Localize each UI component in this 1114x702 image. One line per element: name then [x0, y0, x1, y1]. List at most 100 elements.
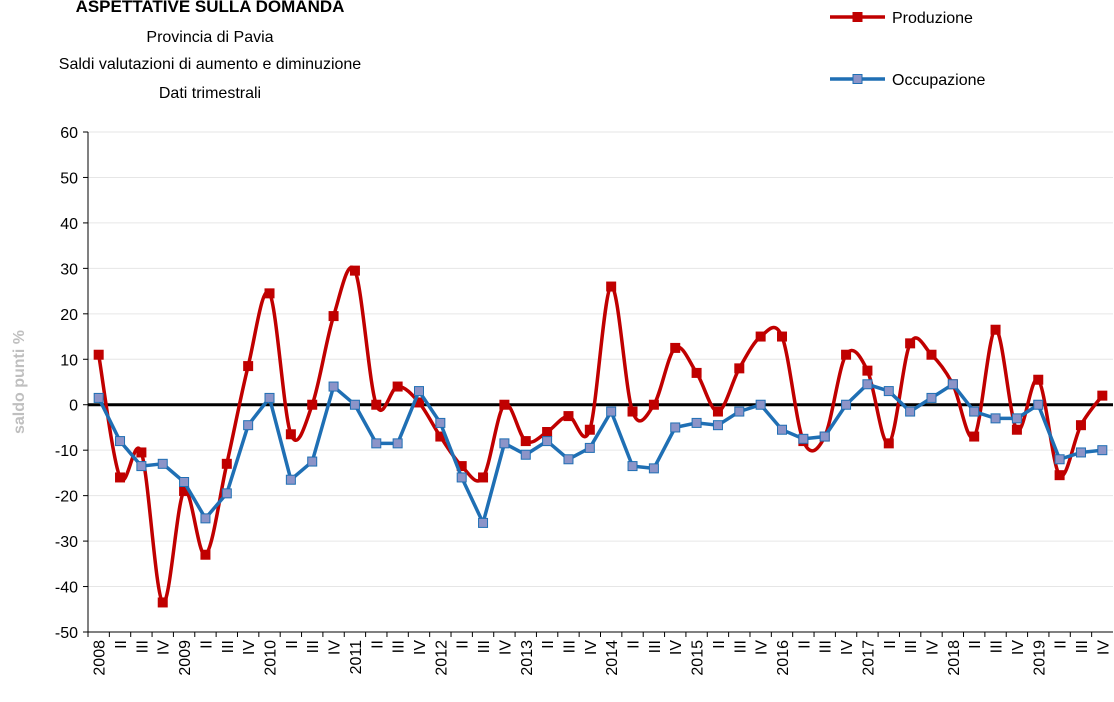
point	[627, 461, 638, 472]
point	[349, 399, 360, 410]
point	[670, 342, 681, 353]
subtitle: Saldi valutazioni di aumento e diminuzio…	[59, 56, 362, 73]
point	[520, 449, 531, 460]
point	[179, 477, 190, 487]
x-tick-label: 2018	[946, 640, 963, 676]
point	[905, 338, 916, 349]
point	[648, 399, 659, 410]
point	[328, 311, 339, 322]
point	[990, 324, 1001, 335]
x-tick-label: 2012	[433, 640, 450, 676]
y-tick-label: -40	[55, 580, 78, 597]
x-tick-label: 2009	[177, 640, 194, 676]
point	[371, 438, 382, 449]
point	[969, 406, 980, 417]
y-tick-label: 40	[60, 216, 78, 233]
point	[1054, 470, 1065, 481]
point	[563, 454, 574, 465]
point	[990, 413, 1001, 424]
y-tick-label: -50	[55, 625, 78, 642]
point	[969, 431, 980, 442]
point	[115, 436, 126, 447]
point	[1011, 413, 1022, 424]
y-tick-label: 60	[60, 125, 78, 142]
point	[926, 349, 937, 360]
x-tick-label: III	[732, 640, 749, 653]
point	[328, 381, 339, 392]
x-tick-label: III	[561, 640, 578, 653]
x-tick-label: II	[369, 640, 386, 649]
point	[1033, 374, 1044, 385]
point	[478, 472, 489, 483]
point	[243, 420, 254, 431]
series-line	[96, 265, 1104, 605]
point	[862, 379, 873, 390]
legend-label: Produzione	[892, 10, 973, 27]
x-tick-label: III	[305, 640, 322, 653]
x-tick-label: IV	[668, 640, 685, 655]
y-tick-label: -10	[55, 443, 78, 460]
point	[841, 349, 852, 360]
point	[307, 456, 318, 467]
point	[563, 411, 574, 422]
point	[93, 349, 104, 360]
point	[200, 513, 211, 524]
point	[392, 438, 403, 449]
point	[221, 458, 232, 469]
point	[862, 365, 873, 376]
x-tick-label: IV	[497, 640, 514, 655]
x-tick-label: IV	[754, 640, 771, 655]
x-tick-label: IV	[839, 640, 856, 655]
x-tick-label: IV	[1095, 640, 1112, 655]
point	[136, 447, 147, 458]
x-tick-label: IV	[241, 640, 258, 655]
x-tick-label: III	[647, 640, 664, 653]
x-tick-label: II	[796, 640, 813, 649]
x-tick-label: II	[1053, 640, 1070, 649]
point	[243, 361, 254, 372]
x-tick-label: II	[967, 640, 984, 649]
x-tick-label: II	[455, 640, 472, 649]
x-tick-label: 2015	[690, 640, 707, 676]
point	[777, 331, 788, 342]
point	[136, 461, 147, 472]
point	[200, 549, 211, 560]
point	[1033, 399, 1044, 410]
point	[392, 381, 403, 392]
point	[819, 431, 830, 442]
y-tick-label: 30	[60, 261, 78, 278]
x-tick-label: II	[626, 640, 643, 649]
y-axis-label: saldo punti %	[11, 330, 28, 434]
point	[841, 399, 852, 410]
x-tick-label: II	[198, 640, 215, 649]
point	[157, 458, 168, 469]
point	[264, 288, 275, 299]
point	[542, 427, 553, 437]
point	[499, 399, 510, 410]
x-tick-label: IV	[327, 640, 344, 655]
y-tick-label: 10	[60, 352, 78, 369]
point	[285, 429, 296, 440]
x-tick-label: 2011	[348, 640, 365, 675]
point	[499, 438, 510, 449]
x-tick-label: II	[113, 640, 130, 649]
x-tick-label: II	[882, 640, 899, 649]
point	[905, 406, 916, 417]
legend-marker	[852, 12, 863, 22]
point	[606, 406, 617, 417]
point	[606, 281, 617, 292]
point	[542, 436, 553, 447]
point	[115, 472, 126, 483]
point	[670, 422, 681, 433]
x-tick-label: IV	[583, 640, 600, 655]
y-tick-label: 0	[69, 398, 78, 415]
point	[734, 363, 745, 374]
x-tick-label: 2010	[263, 640, 280, 676]
point	[798, 433, 809, 444]
point	[285, 474, 296, 485]
x-tick-label: IV	[1010, 640, 1027, 655]
point	[1011, 424, 1022, 435]
point	[926, 392, 937, 403]
x-tick-label: III	[476, 640, 493, 653]
